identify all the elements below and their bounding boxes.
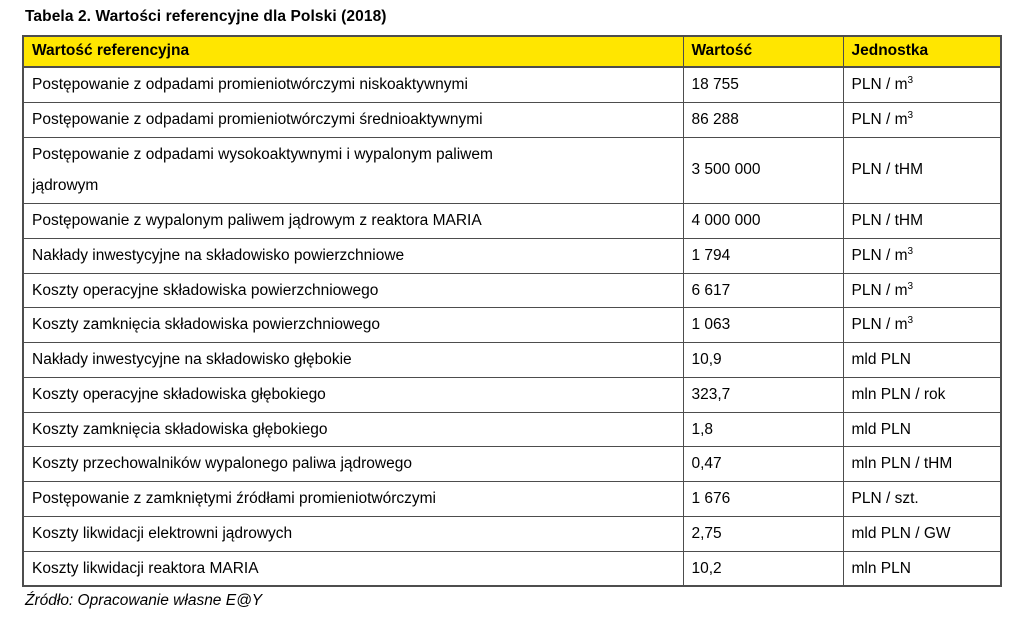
table-header-row: Wartość referencyjna Wartość Jednostka xyxy=(22,35,1002,68)
row-unit: mld PLN xyxy=(842,411,1002,448)
row-label: Postępowanie z odpadami promieniotwórczy… xyxy=(22,66,684,103)
row-label: Koszty zamknięcia składowiska powierzchn… xyxy=(22,307,684,344)
unit-superscript: 3 xyxy=(907,245,914,257)
row-value: 18 755 xyxy=(682,66,844,103)
table-row: Koszty operacyjne składowiska powierzchn… xyxy=(22,272,1002,309)
row-unit: PLN / m3 xyxy=(842,272,1002,309)
row-label: Koszty przechowalników wypalonego paliwa… xyxy=(22,446,684,483)
row-value: 2,75 xyxy=(682,515,844,552)
unit-text: mld PLN / GW xyxy=(851,524,951,542)
row-value: 4 000 000 xyxy=(682,203,844,239)
table-row: Koszty likwidacji elektrowni jądrowych 2,… xyxy=(22,515,1002,552)
row-value: 1 063 xyxy=(682,307,844,344)
unit-text: PLN / tHM xyxy=(851,161,923,179)
table-row: Postępowanie z odpadami promieniotwórczy… xyxy=(22,66,1002,103)
row-value: 1 794 xyxy=(682,237,844,274)
row-value: 10,9 xyxy=(682,342,844,378)
table-title: Tabela 2. Wartości referencyjne dla Pols… xyxy=(25,8,387,25)
unit-text: PLN / m xyxy=(851,246,908,264)
row-label: Postępowanie z wypalonym paliwem jądrowy… xyxy=(22,203,684,239)
column-header-unit: Jednostka xyxy=(842,35,1002,68)
row-unit: mld PLN xyxy=(842,342,1002,378)
unit-superscript: 3 xyxy=(907,315,914,327)
table-row: Nakłady inwestycyjne na składowisko głęb… xyxy=(22,342,1002,378)
unit-text: mld PLN xyxy=(851,420,911,438)
unit-text: PLN / m xyxy=(851,110,908,128)
row-unit: PLN / tHM xyxy=(842,203,1002,239)
unit-text: mld PLN xyxy=(851,351,911,369)
table-row: Postępowanie z odpadami promieniotwórczy… xyxy=(22,101,1002,138)
table-row: Koszty przechowalników wypalonego paliwa… xyxy=(22,446,1002,483)
table-row: Postępowanie z zamkniętymi źródłami prom… xyxy=(22,481,1002,517)
row-unit: PLN / m3 xyxy=(842,237,1002,274)
reference-values-table: Wartość referencyjna Wartość Jednostka P… xyxy=(22,35,1002,588)
row-label: Koszty likwidacji elektrowni jądrowych xyxy=(22,515,684,552)
row-unit: mld PLN / GW xyxy=(842,515,1002,552)
row-unit: PLN / m3 xyxy=(842,101,1002,138)
table-row: Koszty zamknięcia składowiska powierzchn… xyxy=(22,307,1002,344)
row-label: Nakłady inwestycyjne na składowisko głęb… xyxy=(22,342,684,378)
row-value: 6 617 xyxy=(682,272,844,309)
row-unit: mln PLN xyxy=(842,550,1002,587)
unit-text: PLN / tHM xyxy=(851,212,923,230)
row-value: 10,2 xyxy=(682,550,844,587)
table-row: Koszty zamknięcia składowiska głębokiego… xyxy=(22,411,1002,448)
table-row: Koszty operacyjne składowiska głębokiego… xyxy=(22,376,1002,413)
unit-text: mln PLN / rok xyxy=(851,385,946,403)
document-page: Tabela 2. Wartości referencyjne dla Pols… xyxy=(22,8,1002,610)
row-value: 86 288 xyxy=(682,101,844,138)
row-label: Nakłady inwestycyjne na składowisko powi… xyxy=(22,237,684,274)
row-unit: PLN / tHM xyxy=(842,136,1002,205)
unit-text: PLN / szt. xyxy=(851,490,919,508)
unit-text: mln PLN / tHM xyxy=(851,455,953,473)
row-label: Postępowanie z odpadami wysokoaktywnymi … xyxy=(22,136,684,205)
row-label: Koszty likwidacji reaktora MARIA xyxy=(22,550,684,587)
row-value: 1,8 xyxy=(682,411,844,448)
row-label: Postępowanie z odpadami promieniotwórczy… xyxy=(22,101,684,138)
table-body: Postępowanie z odpadami promieniotwórczy… xyxy=(22,66,1002,587)
row-label: Postępowanie z zamkniętymi źródłami prom… xyxy=(22,481,684,517)
unit-text: PLN / m xyxy=(851,316,908,334)
table-row: Koszty likwidacji reaktora MARIA 10,2 mln … xyxy=(22,550,1002,587)
row-label: Koszty zamknięcia składowiska głębokiego xyxy=(22,411,684,448)
table-row: Postępowanie z odpadami wysokoaktywnymi … xyxy=(22,136,1002,205)
row-unit: mln PLN / tHM xyxy=(842,446,1002,483)
row-unit: PLN / m3 xyxy=(842,66,1002,103)
row-value: 1 676 xyxy=(682,481,844,517)
unit-text: PLN / m xyxy=(851,76,908,93)
row-label: Koszty operacyjne składowiska powierzchn… xyxy=(22,272,684,309)
unit-text: PLN / m xyxy=(851,281,908,299)
row-unit: PLN / szt. xyxy=(842,481,1002,517)
unit-superscript: 3 xyxy=(907,74,914,86)
table-row: Nakłady inwestycyjne na składowisko powi… xyxy=(22,237,1002,274)
unit-text: mln PLN xyxy=(851,559,911,577)
row-unit: mln PLN / rok xyxy=(842,376,1002,413)
row-unit: PLN / m3 xyxy=(842,307,1002,344)
column-header-reference-value: Wartość referencyjna xyxy=(22,35,684,68)
unit-superscript: 3 xyxy=(907,280,914,292)
source-note: Źródło: Opracowanie własne E@Y xyxy=(25,592,263,610)
unit-superscript: 3 xyxy=(907,109,914,121)
row-value: 3 500 000 xyxy=(682,136,844,205)
row-value: 323,7 xyxy=(682,376,844,413)
column-header-value: Wartość xyxy=(682,35,844,68)
table-row: Postępowanie z wypalonym paliwem jądrowy… xyxy=(22,203,1002,239)
row-label: Koszty operacyjne składowiska głębokiego xyxy=(22,376,684,413)
row-value: 0,47 xyxy=(682,446,844,483)
